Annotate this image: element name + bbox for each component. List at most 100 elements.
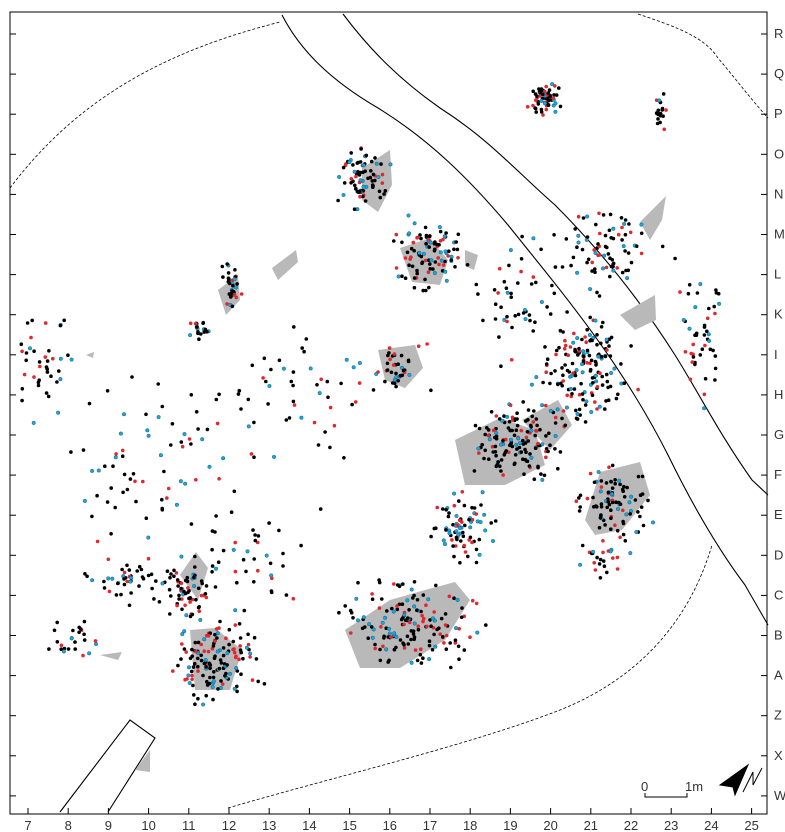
find-point — [125, 579, 129, 584]
find-point — [613, 523, 617, 527]
find-point — [493, 435, 497, 440]
find-point — [195, 325, 199, 329]
find-point — [235, 689, 239, 694]
find-point — [521, 311, 526, 315]
find-point — [409, 637, 413, 642]
find-point — [482, 512, 487, 517]
find-point — [541, 380, 545, 385]
find-point — [239, 292, 244, 296]
find-point — [529, 425, 533, 429]
find-point — [531, 275, 536, 279]
find-point — [438, 632, 443, 636]
find-point — [184, 613, 189, 618]
find-point — [186, 590, 190, 595]
find-point — [389, 370, 394, 375]
scale-zero-label: 0 — [641, 779, 648, 794]
find-point — [529, 455, 534, 460]
find-point — [217, 477, 221, 481]
find-point — [611, 261, 616, 266]
find-point — [426, 597, 431, 602]
find-point — [610, 486, 615, 491]
find-point — [424, 603, 428, 607]
find-point — [505, 414, 510, 419]
find-point — [585, 214, 590, 219]
find-point — [470, 598, 475, 603]
find-point — [540, 477, 545, 482]
find-point — [417, 250, 422, 255]
find-point — [129, 591, 133, 595]
find-point — [459, 539, 463, 543]
find-point — [595, 342, 599, 347]
find-point — [133, 479, 137, 484]
find-point — [152, 597, 156, 601]
find-point — [407, 608, 411, 612]
find-point — [616, 232, 621, 237]
find-point — [556, 466, 560, 471]
find-point — [130, 375, 134, 379]
find-point — [361, 184, 366, 189]
find-point — [592, 561, 596, 565]
find-point — [304, 337, 309, 341]
find-point — [349, 181, 353, 185]
find-point — [343, 604, 348, 608]
find-point — [185, 677, 189, 681]
find-point — [592, 480, 597, 485]
find-point — [337, 610, 341, 615]
find-point — [185, 579, 190, 584]
find-point — [202, 649, 206, 653]
find-point — [444, 508, 449, 512]
find-point — [621, 532, 626, 537]
x-axis-label: 23 — [664, 818, 678, 832]
find-point — [122, 577, 126, 581]
find-point — [557, 345, 561, 350]
find-point — [196, 586, 201, 591]
find-point — [165, 569, 170, 573]
find-point — [69, 450, 73, 454]
find-point — [429, 388, 433, 393]
find-point — [510, 325, 514, 330]
find-point — [412, 621, 417, 626]
find-point — [232, 650, 237, 655]
find-point — [573, 373, 578, 378]
find-point — [90, 514, 94, 519]
find-point — [20, 387, 25, 391]
find-point — [416, 624, 421, 628]
find-point — [623, 218, 628, 222]
find-point — [543, 101, 548, 106]
find-point — [493, 444, 498, 449]
find-point — [406, 616, 410, 620]
find-point — [562, 347, 567, 351]
find-point — [452, 491, 457, 496]
find-point — [537, 87, 541, 91]
find-point — [192, 693, 196, 697]
find-point — [621, 489, 625, 494]
find-point — [193, 640, 198, 645]
gray-feature — [100, 652, 122, 660]
find-point — [189, 442, 193, 446]
find-point — [590, 269, 594, 273]
find-point — [534, 417, 539, 421]
find-point — [211, 697, 215, 702]
find-point — [344, 357, 349, 362]
find-point — [208, 675, 212, 680]
find-point — [604, 265, 609, 270]
find-point — [169, 572, 173, 576]
find-point — [197, 609, 201, 613]
find-point — [609, 335, 614, 340]
find-point — [497, 335, 501, 339]
find-point — [82, 619, 87, 624]
find-point — [523, 447, 527, 452]
find-point — [423, 258, 428, 263]
find-point — [85, 574, 89, 579]
find-point — [606, 490, 611, 495]
find-point — [37, 378, 41, 383]
y-axis-label: L — [774, 267, 781, 282]
find-point — [456, 644, 461, 649]
find-point — [382, 192, 386, 196]
find-point — [120, 454, 125, 459]
find-point — [580, 247, 585, 252]
find-point — [127, 603, 132, 608]
find-point — [607, 344, 611, 348]
find-point — [149, 572, 154, 577]
find-point — [234, 666, 239, 671]
